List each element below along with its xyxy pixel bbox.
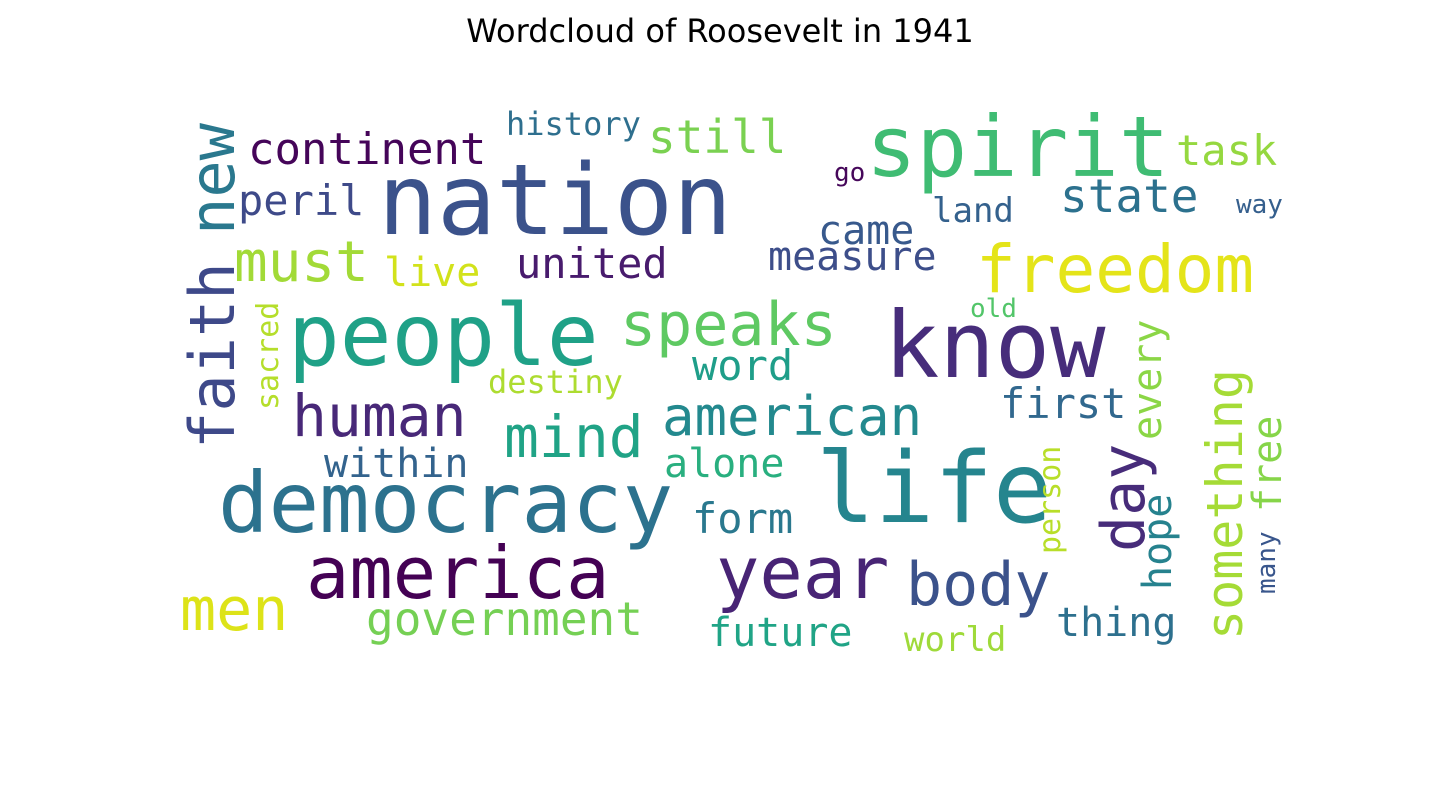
- word-person: person: [1033, 445, 1068, 554]
- word-within: within: [324, 441, 469, 487]
- word-world: world: [904, 620, 1007, 660]
- word-way: way: [1236, 190, 1283, 220]
- word-peril: peril: [238, 176, 365, 225]
- word-many: many: [1252, 531, 1282, 594]
- chart-title: Wordcloud of Roosevelt in 1941: [466, 12, 974, 50]
- word-people: people: [288, 286, 599, 386]
- word-live: live: [384, 250, 481, 296]
- word-thing: thing: [1056, 600, 1177, 646]
- word-destiny: destiny: [488, 363, 623, 401]
- word-go: go: [834, 158, 866, 188]
- word-first: first: [1000, 379, 1127, 428]
- word-democracy: democracy: [218, 454, 674, 552]
- word-still: still: [648, 110, 787, 164]
- word-nation: nation: [378, 144, 733, 258]
- word-must: must: [234, 230, 369, 295]
- word-body: body: [906, 550, 1051, 620]
- word-future: future: [708, 610, 853, 656]
- word-american: american: [662, 385, 923, 448]
- word-new: new: [176, 123, 249, 235]
- word-came: came: [818, 208, 915, 254]
- word-men: men: [180, 575, 289, 645]
- word-america: america: [306, 531, 610, 615]
- word-year: year: [716, 531, 890, 615]
- word-free: free: [1245, 415, 1291, 512]
- word-history: history: [506, 105, 641, 143]
- word-every: every: [1125, 319, 1171, 440]
- word-form: form: [692, 494, 794, 543]
- word-task: task: [1176, 126, 1278, 175]
- word-old: old: [970, 294, 1017, 324]
- word-sacred: sacred: [251, 301, 286, 410]
- word-life: life: [816, 432, 1053, 546]
- word-freedom: freedom: [976, 231, 1255, 308]
- word-alone: alone: [664, 441, 785, 487]
- word-hope: hope: [1135, 493, 1181, 590]
- word-measure: measure: [768, 234, 937, 280]
- word-human: human: [292, 382, 467, 450]
- word-state: state: [1060, 169, 1199, 223]
- word-land: land: [932, 191, 1014, 231]
- word-united: united: [516, 239, 668, 288]
- word-speaks: speaks: [620, 290, 837, 360]
- word-spirit: spirit: [866, 98, 1170, 196]
- word-government: government: [366, 592, 643, 646]
- word-continent: continent: [248, 124, 487, 175]
- word-word: word: [692, 341, 794, 390]
- word-mind: mind: [504, 403, 644, 471]
- word-know: know: [884, 292, 1106, 399]
- word-something: something: [1196, 369, 1254, 640]
